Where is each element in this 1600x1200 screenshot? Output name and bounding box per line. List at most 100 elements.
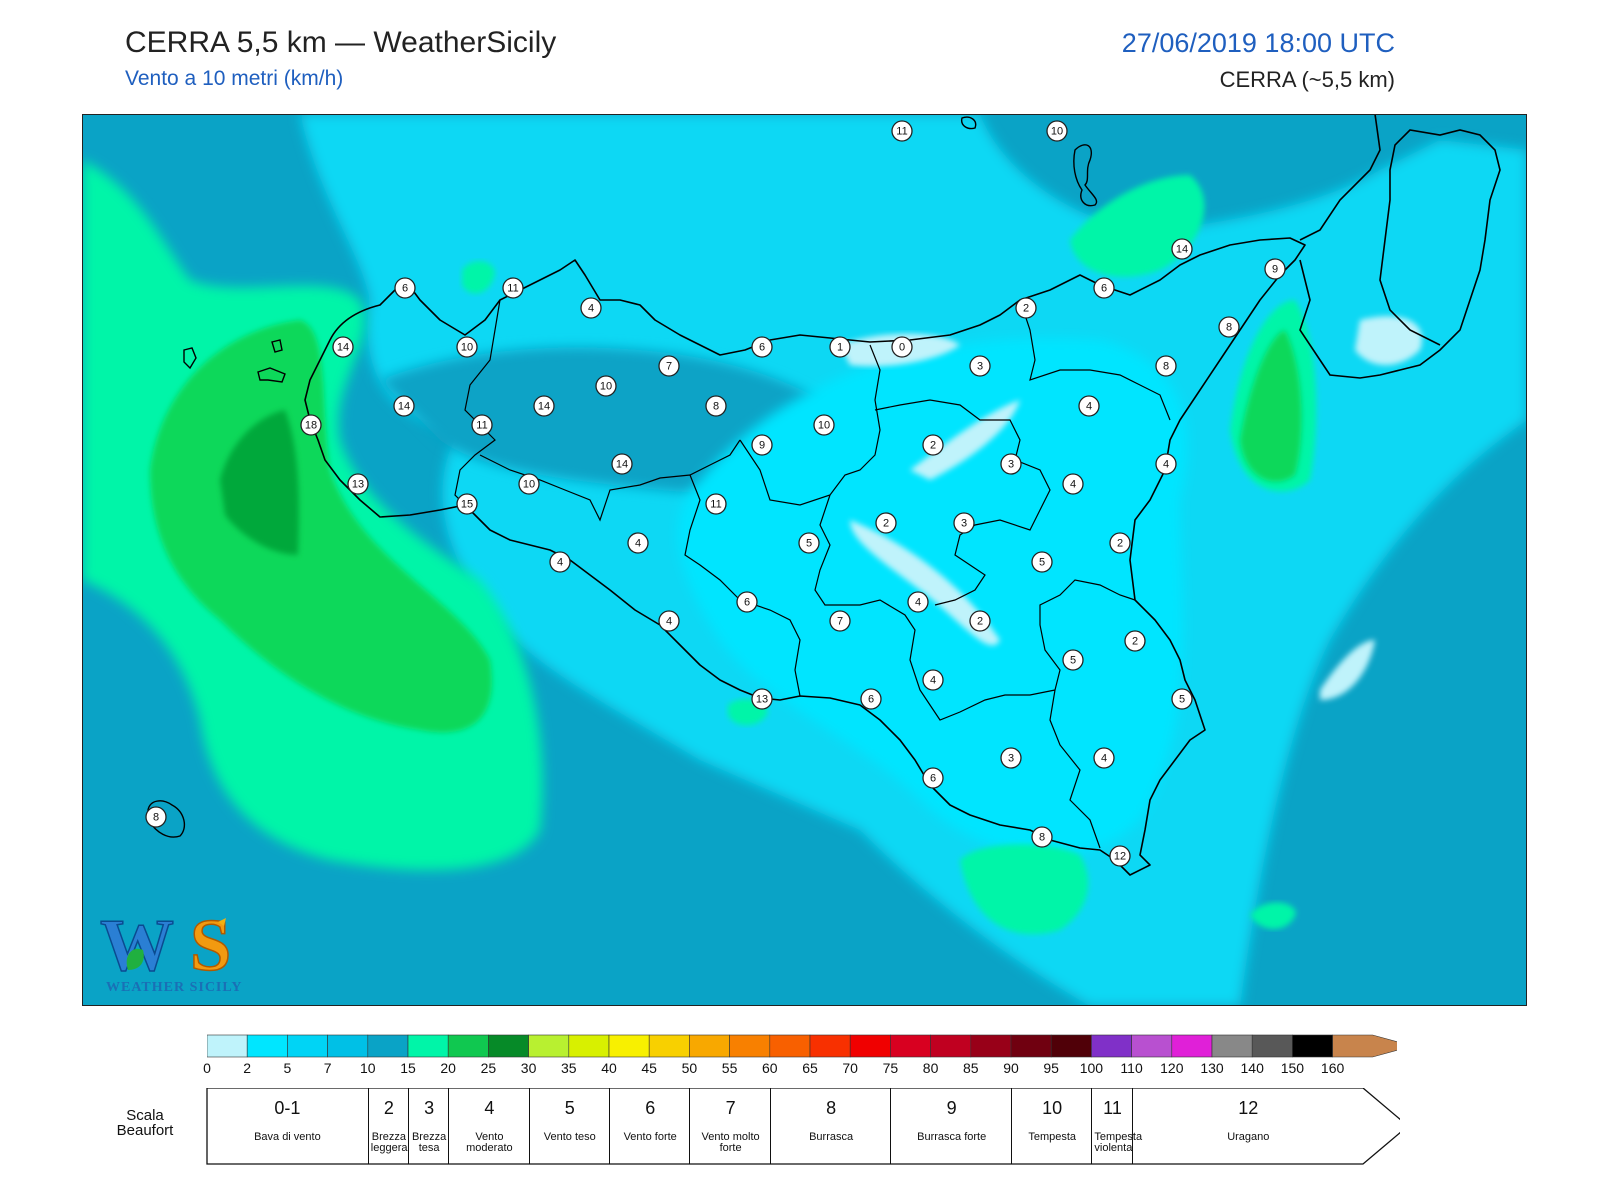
colorbar-segment (407, 1034, 449, 1058)
station-value: 5 (1039, 557, 1045, 569)
station-circle (1031, 551, 1053, 573)
station-value: 10 (1051, 126, 1063, 138)
station-marker[interactable]: 18 (300, 414, 322, 436)
station-marker[interactable]: 3 (969, 355, 991, 377)
beaufort-description: Vento moderato (466, 1131, 513, 1154)
station-marker[interactable]: 13 (347, 473, 369, 495)
station-marker[interactable]: 3 (1000, 747, 1022, 769)
colorbar-segment (1010, 1034, 1052, 1058)
station-marker[interactable]: 8 (1031, 826, 1053, 848)
station-value: 14 (616, 459, 628, 471)
beaufort-scale: 0-1 Bava di vento 2 Brezza leggera 3 Brezza t… (0, 1088, 1400, 1166)
station-circle (1000, 747, 1022, 769)
station-value: 3 (961, 518, 967, 530)
station-marker[interactable]: 4 (1078, 395, 1100, 417)
station-marker[interactable]: 10 (595, 375, 617, 397)
station-circle (751, 688, 773, 710)
station-marker[interactable]: 4 (658, 610, 680, 632)
station-marker[interactable]: 2 (1015, 297, 1037, 319)
station-marker[interactable]: 5 (798, 532, 820, 554)
station-marker[interactable]: 14 (332, 336, 354, 358)
station-value: 2 (930, 440, 936, 452)
station-value: 4 (1101, 753, 1107, 765)
station-marker[interactable]: 4 (580, 297, 602, 319)
station-marker[interactable]: 4 (627, 532, 649, 554)
station-marker[interactable]: 8 (705, 395, 727, 417)
station-marker[interactable]: 10 (456, 336, 478, 358)
station-marker[interactable]: 3 (1000, 453, 1022, 475)
beaufort-outline (206, 1088, 1400, 1165)
station-circle (891, 120, 913, 142)
station-marker[interactable]: 6 (394, 277, 416, 299)
station-marker[interactable]: 1 (829, 336, 851, 358)
station-marker[interactable]: 2 (969, 610, 991, 632)
station-marker[interactable]: 2 (922, 434, 944, 456)
station-value: 4 (1086, 401, 1092, 413)
station-marker[interactable]: 7 (658, 355, 680, 377)
station-circle (953, 512, 975, 534)
station-marker[interactable]: 10 (813, 414, 835, 436)
station-marker[interactable]: 11 (891, 120, 913, 142)
station-marker[interactable]: 14 (611, 453, 633, 475)
colorbar-tick-label: 65 (802, 1060, 818, 1076)
station-marker[interactable]: 3 (953, 512, 975, 534)
station-marker[interactable]: 14 (1171, 238, 1193, 260)
station-marker[interactable]: 11 (705, 493, 727, 515)
station-marker[interactable]: 10 (1046, 120, 1068, 142)
station-marker[interactable]: 4 (1155, 453, 1177, 475)
station-circle (145, 806, 167, 828)
station-marker[interactable]: 15 (456, 493, 478, 515)
colorbar-segment (1171, 1034, 1213, 1058)
station-marker[interactable]: 5 (1062, 649, 1084, 671)
station-value: 11 (896, 126, 907, 138)
station-marker[interactable]: 0 (891, 336, 913, 358)
colorbar-segment (849, 1034, 891, 1058)
station-marker[interactable]: 6 (860, 688, 882, 710)
station-marker[interactable]: 10 (518, 473, 540, 495)
station-marker[interactable]: 4 (922, 669, 944, 691)
island-levanzo (271, 339, 283, 353)
station-value: 5 (806, 538, 812, 550)
colorbar-segment (648, 1034, 690, 1058)
colorbar-segment (287, 1034, 328, 1058)
station-marker[interactable]: 5 (1171, 688, 1193, 710)
station-marker[interactable]: 2 (1124, 630, 1146, 652)
station-marker[interactable]: 4 (549, 551, 571, 573)
station-circle (829, 610, 851, 632)
station-marker[interactable]: 4 (907, 591, 929, 613)
station-circle (1078, 395, 1100, 417)
station-marker[interactable]: 8 (1218, 316, 1240, 338)
beaufort-number: 11 (1103, 1098, 1122, 1118)
beaufort-cell: 9 Burrasca forte (890, 1088, 1012, 1164)
station-marker[interactable]: 6 (736, 591, 758, 613)
station-marker[interactable]: 11 (502, 277, 524, 299)
wind-map[interactable]: 11 10 14 9 6 11 6 4 2 8 14 10 6 1 0 7 3 8 10 14 14 8 4 18 11 10 9 2… (82, 114, 1527, 1006)
station-marker[interactable]: 7 (829, 610, 851, 632)
station-marker[interactable]: 6 (1093, 277, 1115, 299)
station-marker[interactable]: 14 (533, 395, 555, 417)
station-marker[interactable]: 8 (1155, 355, 1177, 377)
station-marker[interactable]: 8 (145, 806, 167, 828)
station-marker[interactable]: 4 (1093, 747, 1115, 769)
station-marker[interactable]: 9 (751, 434, 773, 456)
station-value: 5 (1070, 655, 1076, 667)
station-marker[interactable]: 6 (751, 336, 773, 358)
station-circle (518, 473, 540, 495)
beaufort-cell: 10 Tempesta (1011, 1088, 1092, 1164)
station-marker[interactable]: 11 (471, 414, 493, 436)
beaufort-number: 10 (1042, 1098, 1063, 1118)
station-marker[interactable]: 5 (1031, 551, 1053, 573)
station-marker[interactable]: 2 (1109, 532, 1131, 554)
station-circle (705, 493, 727, 515)
island-stromboli (961, 116, 977, 130)
station-marker[interactable]: 6 (922, 767, 944, 789)
station-value: 8 (153, 812, 159, 824)
station-marker[interactable]: 2 (875, 512, 897, 534)
station-marker[interactable]: 14 (393, 395, 415, 417)
station-value: 6 (759, 342, 765, 354)
station-marker[interactable]: 4 (1062, 473, 1084, 495)
wind-zone-calm-3 (850, 520, 1000, 646)
station-marker[interactable]: 9 (1264, 258, 1286, 280)
station-marker[interactable]: 13 (751, 688, 773, 710)
station-marker[interactable]: 12 (1109, 845, 1131, 867)
